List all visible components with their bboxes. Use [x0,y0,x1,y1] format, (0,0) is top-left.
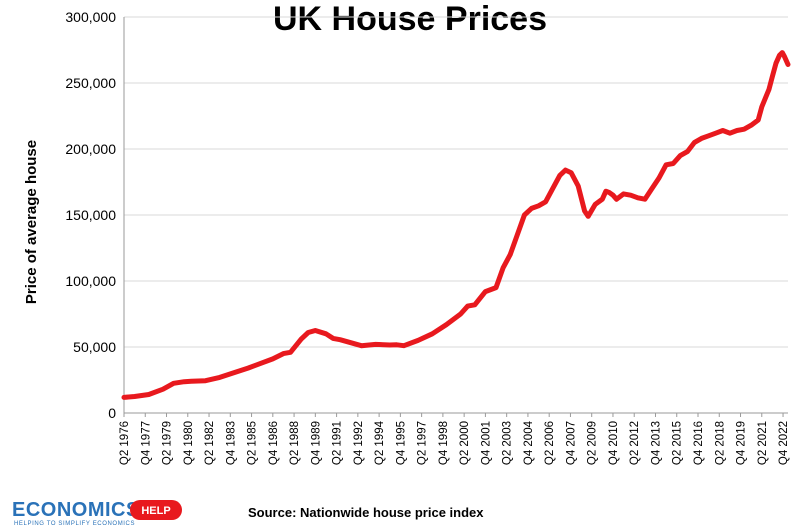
y-tick-label: 100,000 [65,273,116,289]
logo-badge [130,500,182,520]
logo-wordmark: ECONOMICS [12,499,140,521]
x-tick-label: Q4 1998 [438,421,450,465]
x-tick-label: Q2 2021 [757,421,769,465]
x-tick-label: Q2 2018 [714,421,726,465]
x-tick-label: Q4 2010 [608,421,620,465]
x-tick-label: Q4 2013 [650,421,662,465]
chart-title: UK House Prices [273,0,547,38]
x-axis-ticks: Q2 1976 Q4 1977 Q2 1979 Q4 1980 Q2 1982 Q4 19… [119,413,790,465]
x-tick-label: Q2 2003 [502,421,514,465]
y-tick-label: 250,000 [65,75,116,91]
y-tick-label: 200,000 [65,141,116,157]
x-tick-label: Q2 1997 [417,421,429,465]
x-tick-label: Q4 1992 [353,421,365,465]
x-tick-label: Q4 2022 [778,421,790,465]
x-tick-label: Q4 2004 [523,420,535,465]
y-tick-label: 0 [108,405,116,421]
x-tick-label: Q4 1995 [395,421,407,465]
x-tick-label: Q2 2012 [629,421,641,465]
x-tick-label: Q2 1982 [204,421,216,465]
gridlines [124,16,788,348]
x-tick-label: Q4 2001 [480,421,492,465]
x-tick-label: Q2 2015 [672,421,684,465]
x-tick-label: Q2 2006 [544,421,556,465]
economics-help-logo: ECONOMICS HELP HELPING TO SIMPLIFY ECONO… [12,499,182,527]
x-tick-label: Q4 1986 [268,421,280,465]
x-tick-label: Q4 1977 [140,421,152,465]
x-tick-label: Q2 1985 [247,421,259,465]
y-axis-ticks: 0 50,000 100,000 150,000 200,000 250,000 300,0… [65,9,116,421]
y-tick-label: 150,000 [65,207,116,223]
price-line [121,50,791,400]
x-tick-label: Q2 1979 [162,421,174,465]
x-tick-label: Q2 1976 [119,421,131,465]
x-tick-label: Q4 2007 [565,421,577,465]
x-tick-label: Q2 1991 [332,421,344,465]
x-tick-label: Q4 2019 [736,421,748,465]
x-tick-label: Q4 1983 [225,421,237,465]
logo-tagline: HELPING TO SIMPLIFY ECONOMICS [14,521,135,527]
logo-badge-text: HELP [141,505,170,517]
x-tick-label: Q2 1994 [374,420,386,465]
y-tick-label: 300,000 [65,9,116,25]
y-tick-label: 50,000 [73,339,116,355]
x-tick-label: Q2 1988 [289,421,301,465]
x-tick-label: Q4 1989 [310,421,322,465]
x-tick-label: Q4 1980 [183,421,195,465]
x-tick-label: Q2 2000 [459,421,471,465]
y-axis-label: Price of average house [23,140,40,304]
x-tick-label: Q2 2009 [587,421,599,465]
source-note: Source: Nationwide house price index [248,505,484,520]
series-layer [121,50,791,400]
x-tick-label: Q4 2016 [693,421,705,465]
